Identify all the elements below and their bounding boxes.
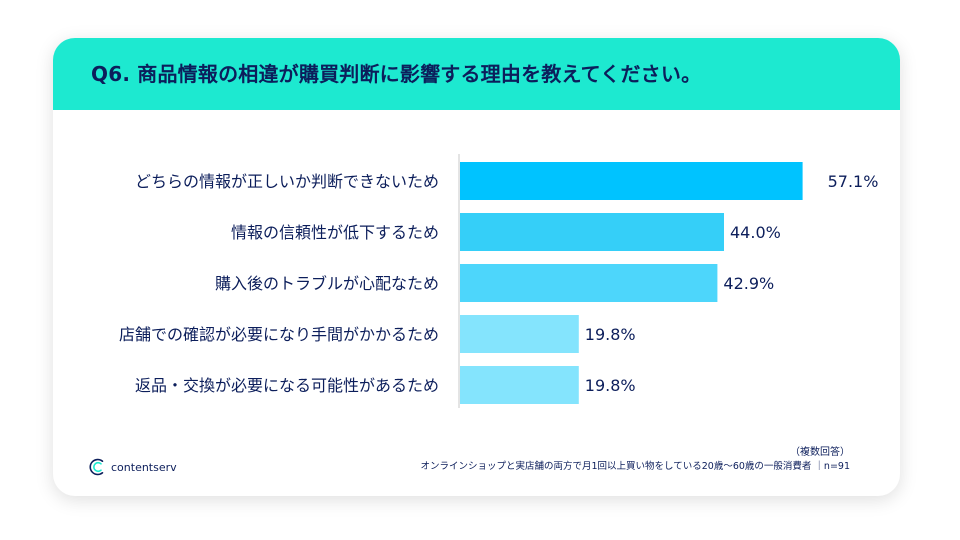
bar-5: [460, 366, 579, 404]
bar-4: [460, 315, 579, 353]
page-title: Q6. 商品情報の相違が購買判断に影響する理由を教えてください。: [91, 62, 702, 86]
bar-chart: どちらの情報が正しいか判断できないため 57.1% 情報の信頼性が低下するため 44.…: [119, 154, 878, 408]
bar-3: [460, 264, 718, 302]
value-label-1: 57.1%: [828, 172, 879, 191]
brand-name: contentserv: [111, 460, 177, 474]
category-label-2: 情報の信頼性が低下するため: [231, 223, 439, 242]
bars-group: どちらの情報が正しいか判断できないため 57.1% 情報の信頼性が低下するため 44.…: [119, 162, 878, 404]
chart-card: Q6. 商品情報の相違が購買判断に影響する理由を教えてください。 どちらの情報が…: [53, 38, 900, 496]
contentserv-logo-icon: [89, 458, 104, 476]
category-label-5: 返品・交換が必要になる可能性があるため: [135, 376, 439, 395]
brand: contentserv: [89, 456, 177, 478]
survey-footnote: オンラインショップと実店舗の両方で月1回以上買い物をしている20歳～60歳の一般…: [420, 461, 850, 472]
multiple-answer-note: （複数回答）: [790, 447, 850, 458]
category-label-1: どちらの情報が正しいか判断できないため: [135, 172, 439, 191]
value-label-5: 19.8%: [585, 376, 636, 395]
category-label-4: 店舗での確認が必要になり手間がかかるため: [119, 325, 439, 344]
category-label-3: 購入後のトラブルが心配なため: [215, 274, 439, 293]
bar-1: [460, 162, 803, 200]
bar-2: [460, 213, 724, 251]
value-label-2: 44.0%: [730, 223, 781, 242]
value-label-3: 42.9%: [723, 274, 774, 293]
header-band: Q6. 商品情報の相違が購買判断に影響する理由を教えてください。: [53, 38, 900, 110]
value-label-4: 19.8%: [585, 325, 636, 344]
